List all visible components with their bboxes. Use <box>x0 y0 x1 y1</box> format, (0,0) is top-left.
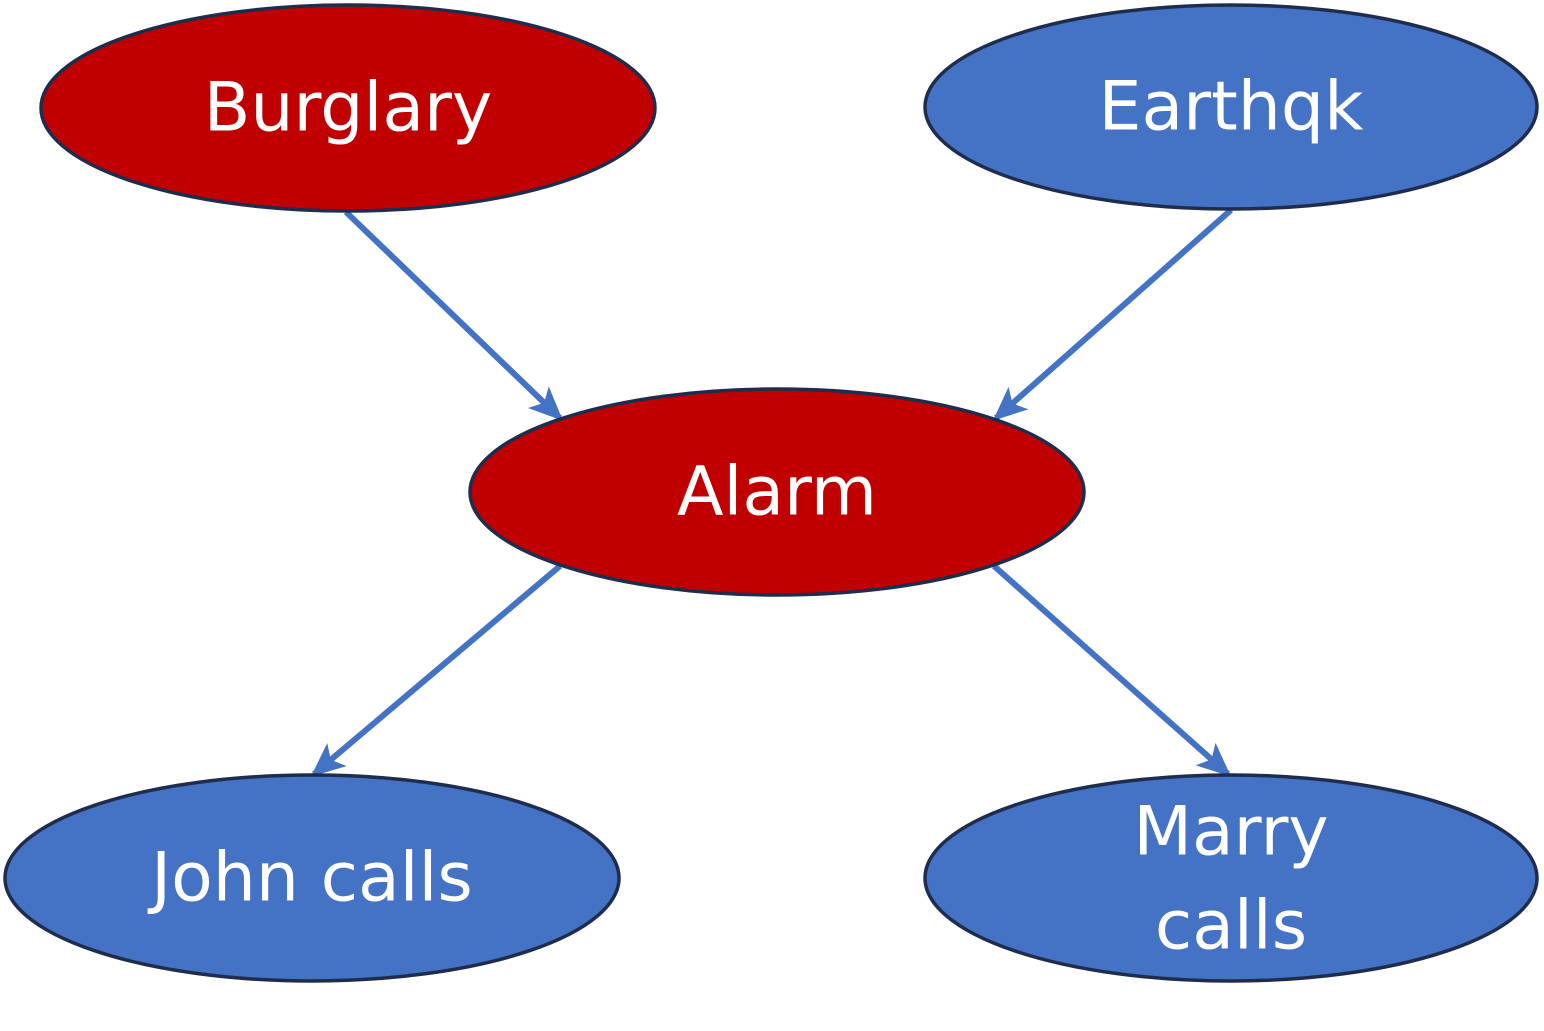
node-burglary-shape <box>39 3 657 213</box>
node-marry-calls-label-line1: Marry <box>1133 793 1328 872</box>
node-earthquake[interactable]: Earthqk <box>923 3 1539 211</box>
edge-alarm-to-marry-calls <box>992 563 1231 777</box>
node-john-calls[interactable]: John calls <box>3 773 621 983</box>
node-marry-calls-label-line2: calls <box>1155 887 1307 966</box>
node-marry-calls[interactable]: Marry calls <box>923 773 1539 983</box>
node-earthquake-label: Earthqk <box>1099 68 1365 147</box>
node-john-calls-label: John calls <box>147 839 473 918</box>
edge-alarm-to-john-calls <box>310 563 562 777</box>
node-burglary[interactable]: Burglary <box>39 3 657 213</box>
node-alarm-label: Alarm <box>677 453 877 532</box>
node-earthquake-shape <box>923 3 1539 211</box>
node-marry-calls-shape <box>923 773 1539 983</box>
edge-burglary-to-alarm <box>343 209 563 421</box>
node-alarm-shape <box>468 387 1086 597</box>
node-alarm[interactable]: Alarm <box>468 387 1086 597</box>
edge-earthquake-to-alarm <box>993 207 1233 421</box>
node-john-calls-shape <box>3 773 621 983</box>
node-burglary-label: Burglary <box>204 69 492 148</box>
edges-group <box>310 207 1233 777</box>
